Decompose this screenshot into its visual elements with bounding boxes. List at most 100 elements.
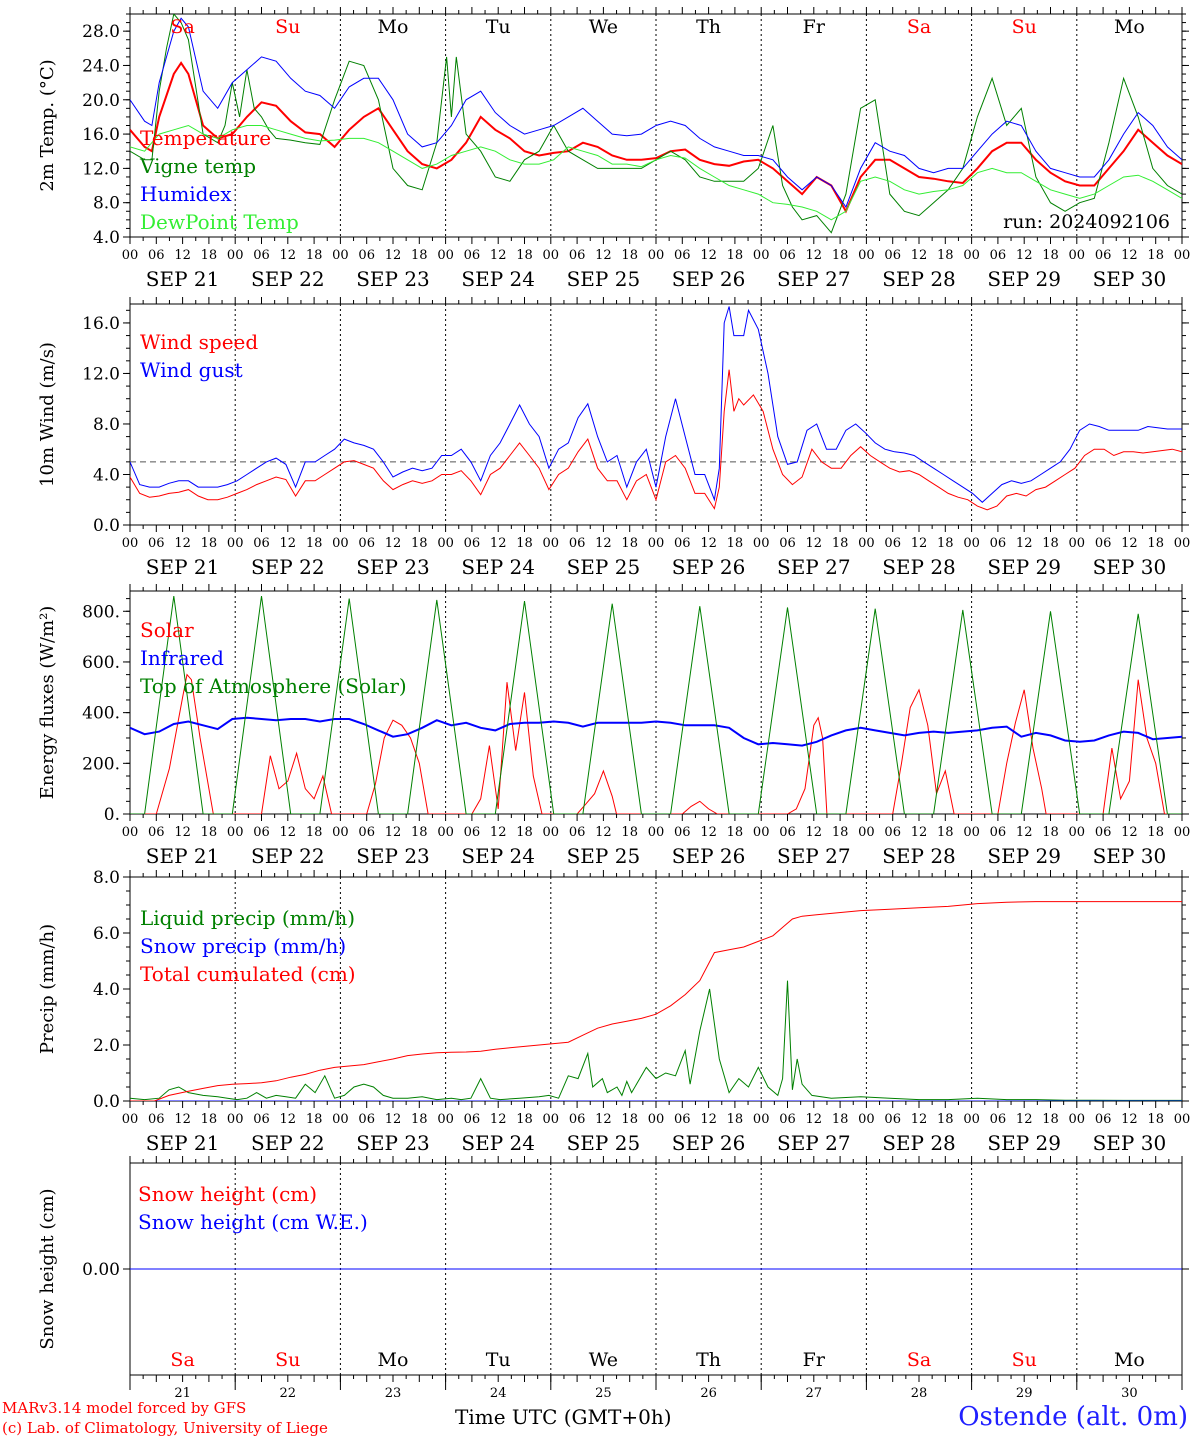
hour-label: 00 bbox=[1069, 825, 1086, 840]
hour-label: 06 bbox=[779, 536, 796, 551]
hour-label: 12 bbox=[806, 248, 823, 263]
panel-3: 0. 200. 400. 600. 800. Energy fluxes (W/m²) So… bbox=[37, 584, 1190, 868]
y-tick-label: 12.0 bbox=[82, 159, 120, 179]
hour-label: 06 bbox=[148, 248, 165, 263]
hour-label: 12 bbox=[700, 825, 717, 840]
weekday-label: Fr bbox=[803, 16, 826, 38]
date-label: SEP 29 bbox=[987, 844, 1061, 868]
hour-label: 00 bbox=[963, 248, 980, 263]
date-label: SEP 24 bbox=[461, 844, 535, 868]
legend-entry: Total cumulated (cm) bbox=[140, 962, 356, 986]
y-tick-label: 400. bbox=[82, 704, 120, 724]
day-number-label: 29 bbox=[1016, 1386, 1033, 1401]
hour-label: 12 bbox=[174, 1112, 191, 1127]
hour-label: 12 bbox=[595, 825, 612, 840]
date-label: SEP 27 bbox=[777, 267, 851, 291]
panel-5: 0.00 Snow height (cm) Snow height (cm) Snow… bbox=[37, 1156, 1189, 1401]
hour-label: 12 bbox=[280, 1112, 297, 1127]
hour-label: 06 bbox=[464, 825, 481, 840]
hour-label: 18 bbox=[1147, 248, 1164, 263]
hour-label: 12 bbox=[490, 1112, 507, 1127]
hour-label: 00 bbox=[122, 825, 139, 840]
series-line bbox=[130, 124, 1182, 221]
hour-label: 00 bbox=[1174, 1112, 1191, 1127]
y-axis-label: Precip (mm/h) bbox=[37, 924, 58, 1054]
date-label: SEP 24 bbox=[461, 267, 535, 291]
hour-label: 00 bbox=[753, 825, 770, 840]
weekday-label: Tu bbox=[486, 16, 511, 38]
weekday-label-bottom: Th bbox=[696, 1349, 721, 1371]
hour-label: 00 bbox=[227, 536, 244, 551]
hour-label: 18 bbox=[727, 536, 744, 551]
hour-label: 18 bbox=[621, 248, 638, 263]
legend-entry: Wind gust bbox=[140, 358, 243, 382]
hour-label: 00 bbox=[858, 536, 875, 551]
hour-label: 06 bbox=[884, 536, 901, 551]
date-label: SEP 26 bbox=[672, 267, 746, 291]
hour-label: 00 bbox=[963, 1112, 980, 1127]
weekday-label-bottom: Sa bbox=[907, 1349, 931, 1371]
date-label: SEP 27 bbox=[777, 1131, 851, 1155]
hour-label: 00 bbox=[753, 248, 770, 263]
hour-label: 00 bbox=[437, 248, 454, 263]
hour-label: 12 bbox=[700, 248, 717, 263]
date-label: SEP 22 bbox=[251, 844, 325, 868]
date-label: SEP 30 bbox=[1093, 267, 1167, 291]
hour-label: 00 bbox=[437, 825, 454, 840]
hour-label: 06 bbox=[464, 536, 481, 551]
date-label: SEP 21 bbox=[146, 1131, 220, 1155]
day-number-label: 23 bbox=[385, 1386, 402, 1401]
hour-label: 12 bbox=[174, 825, 191, 840]
hour-label: 12 bbox=[806, 536, 823, 551]
date-label: SEP 30 bbox=[1093, 844, 1167, 868]
series-line bbox=[130, 716, 1182, 747]
hour-label: 12 bbox=[806, 1112, 823, 1127]
y-tick-label: 2.0 bbox=[93, 1036, 120, 1056]
day-number-label: 26 bbox=[700, 1386, 717, 1401]
weekday-label-bottom: Mo bbox=[1114, 1349, 1145, 1371]
hour-label: 06 bbox=[569, 1112, 586, 1127]
hour-label: 18 bbox=[1147, 536, 1164, 551]
hour-label: 18 bbox=[201, 825, 218, 840]
hour-label: 06 bbox=[674, 825, 691, 840]
hour-label: 18 bbox=[937, 536, 954, 551]
y-tick-label: 200. bbox=[82, 754, 120, 774]
legend-entry: Vigne temp bbox=[139, 154, 256, 178]
hour-label: 06 bbox=[990, 825, 1007, 840]
date-label: SEP 25 bbox=[567, 267, 641, 291]
hour-label: 00 bbox=[858, 1112, 875, 1127]
panel-4: 0.0 2.0 4.0 6.0 8.0 Precip (mm/h) Liquid preci… bbox=[37, 868, 1190, 1155]
hour-label: 12 bbox=[911, 1112, 928, 1127]
panel-2: 0.0 4.0 8.0 12.0 16.0 10m Wind (m/s) Wind spee… bbox=[37, 297, 1190, 579]
hour-label: 06 bbox=[569, 825, 586, 840]
hour-label: 18 bbox=[516, 1112, 533, 1127]
series-line bbox=[130, 14, 1182, 234]
y-tick-label: 6.0 bbox=[93, 924, 120, 944]
y-axis-label: 2m Temp. (°C) bbox=[37, 59, 58, 191]
hour-label: 12 bbox=[385, 536, 402, 551]
hour-label: 06 bbox=[779, 248, 796, 263]
credit-line-model: MARv3.14 model forced by GFS bbox=[2, 1399, 247, 1417]
hour-label: 18 bbox=[727, 248, 744, 263]
hour-label: 18 bbox=[1042, 248, 1059, 263]
date-label: SEP 24 bbox=[461, 555, 535, 579]
hour-label: 12 bbox=[700, 1112, 717, 1127]
hour-label: 12 bbox=[1121, 248, 1138, 263]
hour-label: 12 bbox=[1121, 536, 1138, 551]
date-label: SEP 23 bbox=[356, 1131, 430, 1155]
series-line bbox=[130, 369, 1182, 511]
day-number-label: 30 bbox=[1121, 1386, 1138, 1401]
weekday-label: Mo bbox=[378, 16, 409, 38]
weekday-label: Th bbox=[696, 16, 721, 38]
hour-label: 12 bbox=[1016, 825, 1033, 840]
y-tick-label: 8.0 bbox=[93, 415, 120, 435]
hour-label: 12 bbox=[174, 248, 191, 263]
hour-label: 00 bbox=[543, 825, 560, 840]
date-label: SEP 29 bbox=[987, 267, 1061, 291]
hour-label: 00 bbox=[122, 1112, 139, 1127]
hour-label: 18 bbox=[1042, 1112, 1059, 1127]
hour-label: 00 bbox=[1174, 536, 1191, 551]
hour-label: 12 bbox=[385, 825, 402, 840]
hour-label: 12 bbox=[1016, 536, 1033, 551]
date-label: SEP 23 bbox=[356, 844, 430, 868]
